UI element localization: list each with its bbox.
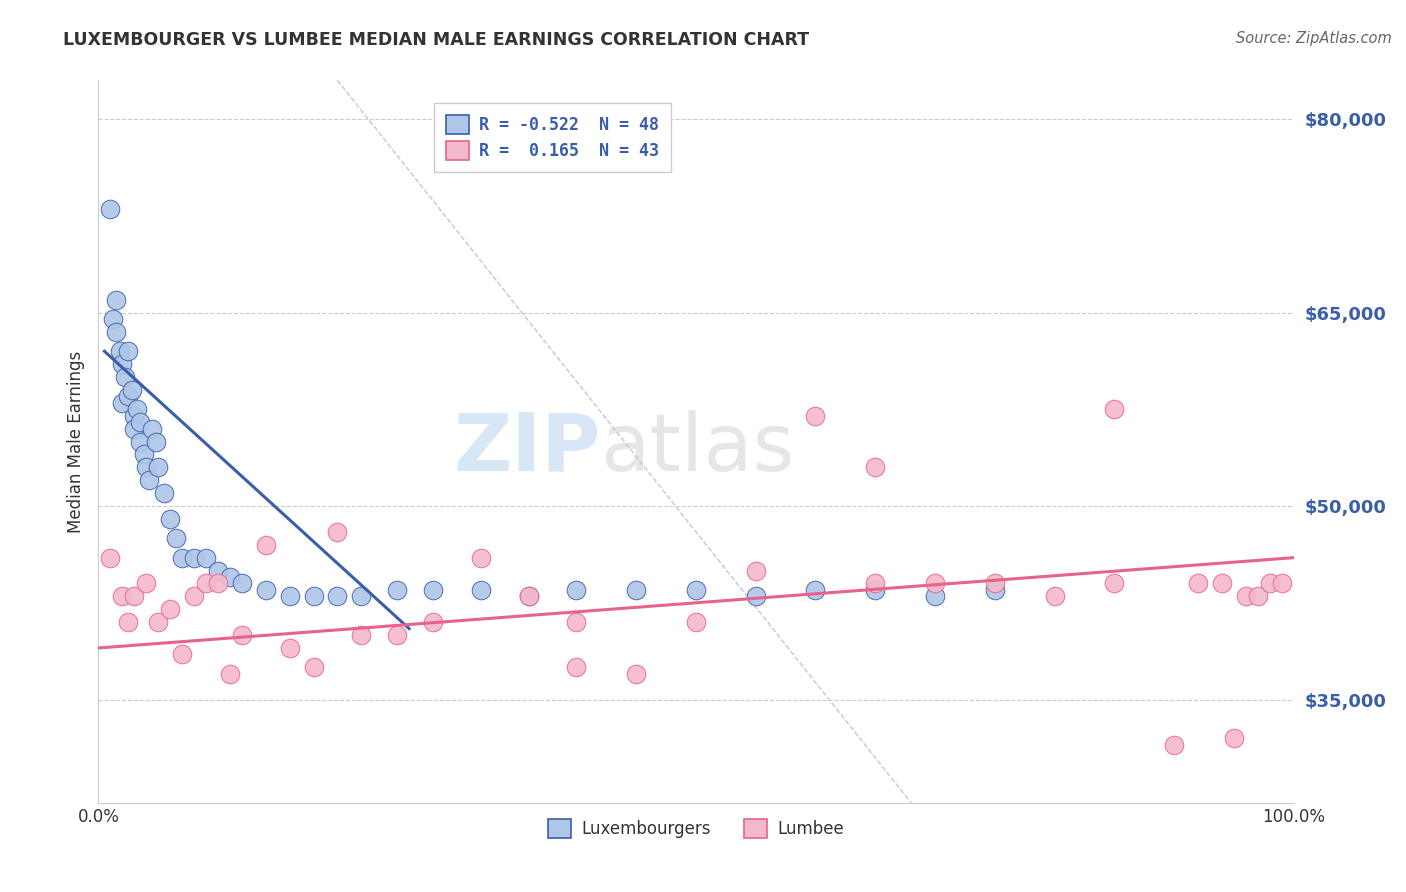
Point xyxy=(422,615,444,630)
Text: Source: ZipAtlas.com: Source: ZipAtlas.com xyxy=(1236,31,1392,46)
Text: atlas: atlas xyxy=(600,409,794,488)
Point xyxy=(98,202,122,217)
Point xyxy=(124,409,146,423)
Point xyxy=(135,576,157,591)
Point xyxy=(195,576,218,591)
Point xyxy=(165,531,187,545)
Point xyxy=(219,666,242,681)
Point xyxy=(1043,590,1066,604)
Point xyxy=(254,538,277,552)
Point xyxy=(865,460,887,475)
Text: LUXEMBOURGER VS LUMBEE MEDIAN MALE EARNINGS CORRELATION CHART: LUXEMBOURGER VS LUMBEE MEDIAN MALE EARNI… xyxy=(63,31,810,49)
Point xyxy=(254,582,277,597)
Point xyxy=(470,550,492,565)
Point xyxy=(1258,576,1281,591)
Point xyxy=(326,590,349,604)
Point xyxy=(745,590,768,604)
Point xyxy=(1247,590,1270,604)
Point xyxy=(138,473,160,487)
Point xyxy=(129,434,152,449)
Point xyxy=(195,550,218,565)
Y-axis label: Median Male Earnings: Median Male Earnings xyxy=(66,351,84,533)
Point xyxy=(117,615,139,630)
Point xyxy=(117,389,139,403)
Point xyxy=(326,524,349,539)
Point xyxy=(105,325,128,339)
Point xyxy=(153,486,176,500)
Point xyxy=(350,628,373,642)
Point xyxy=(685,582,707,597)
Point xyxy=(183,590,205,604)
Point xyxy=(626,582,648,597)
Point xyxy=(924,590,946,604)
Point xyxy=(470,582,492,597)
Point xyxy=(350,590,373,604)
Point xyxy=(517,590,540,604)
Point xyxy=(517,590,540,604)
Point xyxy=(183,550,205,565)
Point xyxy=(145,434,167,449)
Point xyxy=(111,590,134,604)
Point xyxy=(111,396,134,410)
Point xyxy=(278,640,301,655)
Point xyxy=(1104,402,1126,417)
Point xyxy=(231,628,253,642)
Point xyxy=(207,564,229,578)
Point xyxy=(1234,590,1257,604)
Point xyxy=(565,582,588,597)
Point xyxy=(135,460,157,475)
Point xyxy=(159,512,181,526)
Point xyxy=(984,582,1007,597)
Point xyxy=(105,293,128,307)
Point xyxy=(626,666,648,681)
Point xyxy=(565,615,588,630)
Point xyxy=(385,628,409,642)
Point xyxy=(685,615,707,630)
Point xyxy=(1163,738,1185,752)
Point xyxy=(278,590,301,604)
Point xyxy=(219,570,242,584)
Point xyxy=(117,344,139,359)
Point xyxy=(129,415,152,429)
Point xyxy=(804,582,827,597)
Point xyxy=(385,582,409,597)
Point xyxy=(1271,576,1294,591)
Point xyxy=(172,648,194,662)
Point xyxy=(114,370,136,384)
Point xyxy=(1187,576,1209,591)
Point xyxy=(141,422,163,436)
Point xyxy=(132,447,155,461)
Point xyxy=(984,576,1007,591)
Point xyxy=(302,590,325,604)
Point xyxy=(124,422,146,436)
Point xyxy=(159,602,181,616)
Legend: Luxembourgers, Lumbee: Luxembourgers, Lumbee xyxy=(541,813,851,845)
Point xyxy=(865,576,887,591)
Point xyxy=(124,590,146,604)
Point xyxy=(865,582,887,597)
Point xyxy=(1104,576,1126,591)
Point xyxy=(172,550,194,565)
Point xyxy=(111,357,134,371)
Point xyxy=(231,576,253,591)
Point xyxy=(98,550,122,565)
Point xyxy=(804,409,827,423)
Point xyxy=(121,383,143,397)
Point xyxy=(1211,576,1233,591)
Point xyxy=(1223,731,1246,746)
Point xyxy=(422,582,444,597)
Point xyxy=(101,312,124,326)
Point xyxy=(924,576,946,591)
Text: ZIP: ZIP xyxy=(453,409,600,488)
Point xyxy=(302,660,325,674)
Point xyxy=(148,460,170,475)
Point xyxy=(125,402,148,417)
Point xyxy=(108,344,131,359)
Point xyxy=(565,660,588,674)
Point xyxy=(745,564,768,578)
Point xyxy=(207,576,229,591)
Point xyxy=(148,615,170,630)
